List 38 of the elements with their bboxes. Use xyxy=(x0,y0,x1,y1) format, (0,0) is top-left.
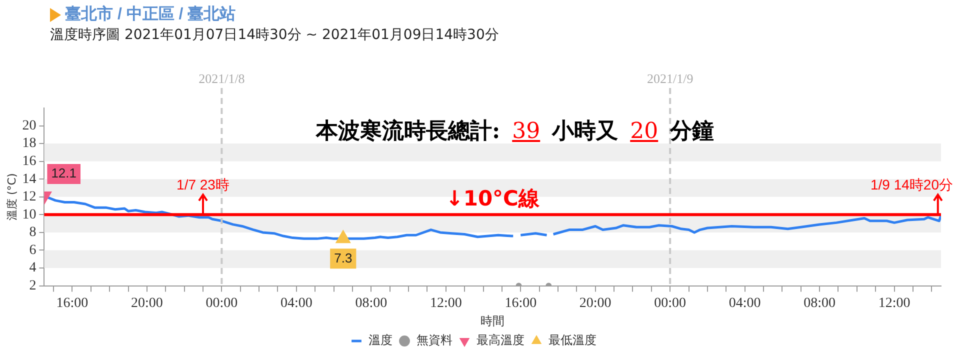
x-tick-label: 04:00 xyxy=(280,296,312,311)
x-axis-title: 時間 xyxy=(480,314,505,328)
chart-title: 臺北市 / 中正區 / 臺北站 xyxy=(65,4,236,25)
legend-label: 最低溫度 xyxy=(548,333,596,348)
x-tick-label: 00:00 xyxy=(654,296,686,311)
x-tick-label: 08:00 xyxy=(804,296,836,311)
data-label: 7.3 xyxy=(334,250,352,266)
ref-line-label: ↓10°C線 xyxy=(446,186,540,211)
y-tick-label: 8 xyxy=(29,225,36,240)
y-tick-label: 10 xyxy=(22,207,36,222)
x-tick-label: 04:00 xyxy=(728,296,761,311)
x-tick-label: 16:00 xyxy=(504,296,537,311)
annotation: 1/7 23時 xyxy=(176,176,230,193)
y-tick-label: 6 xyxy=(29,242,36,258)
annotation: 1/9 14時20分 xyxy=(870,176,954,193)
ref-line-label: 2021/1/9 xyxy=(646,70,694,86)
y-tick-label: 12 xyxy=(22,190,36,205)
y-tick-label: 16 xyxy=(22,154,36,170)
y-tick-label: 4 xyxy=(29,260,36,276)
chart-subtitle: 溫度時序圖 2021年01月07日14時30分 ~ 2021年01月09日14時30分 xyxy=(50,26,499,44)
x-tick-label: 20:00 xyxy=(131,296,163,311)
legend-label: 溫度 xyxy=(368,333,392,348)
y-tick-label: 20 xyxy=(22,118,36,134)
x-tick-label: 12:00 xyxy=(430,296,462,311)
y-tick-label: 14 xyxy=(22,172,36,187)
y-tick-label: 18 xyxy=(22,136,36,152)
x-tick-label: 20:00 xyxy=(579,296,612,311)
x-tick-label: 16:00 xyxy=(56,296,88,311)
legend-label: 最高溫度 xyxy=(476,333,524,348)
annotation: 本波寒流時長總計: 39 小時又 20 分鐘 xyxy=(316,118,714,144)
y-axis-title: 溫度 (°C) xyxy=(5,173,18,221)
data-label: 12.1 xyxy=(51,166,77,181)
legend-label: 無資料 xyxy=(416,333,452,348)
x-tick-label: 08:00 xyxy=(355,296,388,311)
ref-line-label: 2021/1/8 xyxy=(198,70,245,86)
y-tick-label: 2 xyxy=(29,278,36,294)
x-tick-label: 00:00 xyxy=(206,296,238,311)
x-tick-label: 12:00 xyxy=(878,296,910,311)
